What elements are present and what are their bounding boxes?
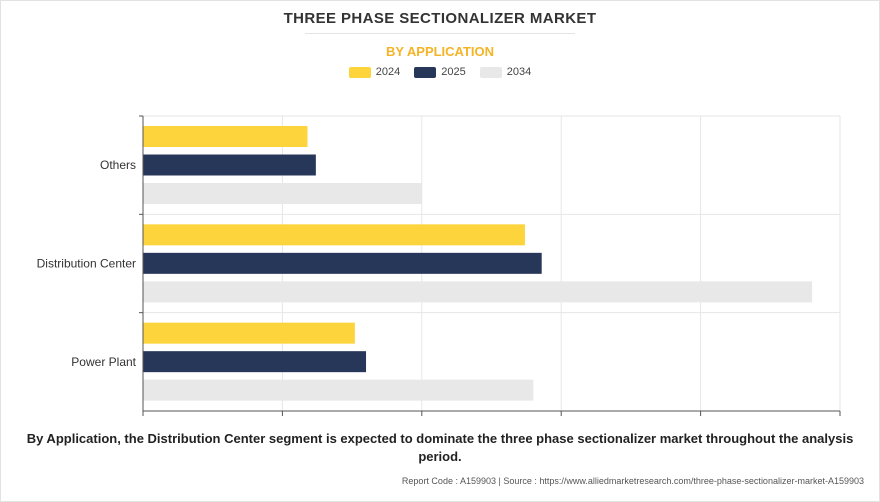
bar-2024-others (143, 126, 308, 147)
chart-caption: By Application, the Distribution Center … (26, 431, 854, 464)
bar-2025-distribution-center (143, 252, 542, 274)
source-note: Report Code : A159903 | Source : https:/… (401, 476, 864, 486)
bar-2025-others (143, 154, 316, 176)
chart-title: THREE PHASE SECTIONALIZER MARKET (283, 10, 597, 27)
category-label: Others (100, 158, 136, 172)
category-label: Power Plant (71, 355, 136, 369)
legend-item-2025[interactable]: 2025 (414, 66, 466, 78)
legend-label-2024: 2024 (375, 66, 401, 78)
legend-swatch-2025 (414, 66, 437, 78)
legend-label-2034: 2034 (506, 66, 532, 78)
bar-2025-power-plant (143, 351, 367, 373)
legend-label-2025: 2025 (441, 66, 466, 78)
bar-2034-power-plant (143, 379, 534, 401)
bar-2034-others (143, 183, 422, 204)
bar-2024-power-plant (143, 322, 355, 344)
bar-2024-distribution-center (143, 224, 525, 246)
legend-item-2024[interactable]: 2024 (348, 66, 401, 78)
category-label: Distribution Center (37, 257, 136, 271)
legend: 2024 2025 2034 (0, 66, 880, 78)
title-divider (305, 33, 575, 34)
legend-swatch-2034 (479, 66, 502, 78)
chart-subtitle: BY APPLICATION (385, 44, 495, 59)
bar-2034-distribution-center (143, 281, 813, 303)
legend-item-2034[interactable]: 2034 (479, 66, 532, 78)
legend-swatch-2024 (348, 66, 371, 78)
